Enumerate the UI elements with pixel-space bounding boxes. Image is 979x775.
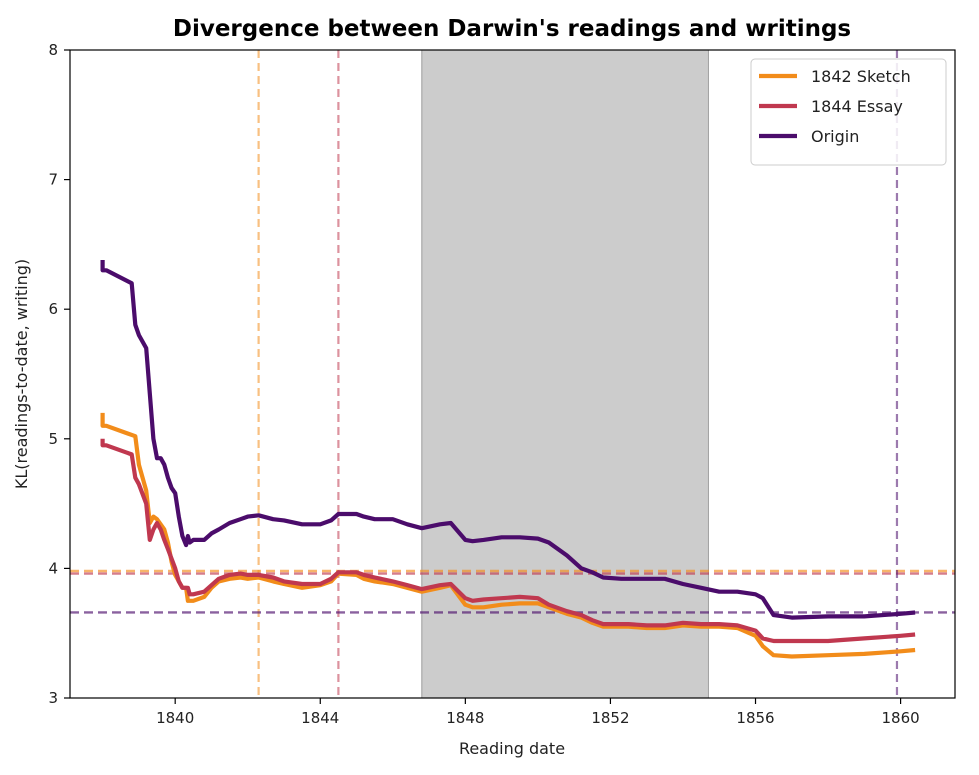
x-tick-label-1848: 1848 xyxy=(446,709,484,727)
series-line-1844-essay xyxy=(100,438,916,644)
x-axis: 1840 1844 1848 1852 1856 1860 xyxy=(156,698,920,727)
x-tick-label-1840: 1840 xyxy=(156,709,194,727)
x-tick-label-1860: 1860 xyxy=(882,709,920,727)
y-tick-label-4: 4 xyxy=(48,559,58,577)
legend: 1842 Sketch 1844 Essay Origin xyxy=(750,58,947,166)
chart-title: Divergence between Darwin's readings and… xyxy=(173,16,851,42)
legend-label-1842-sketch: 1842 Sketch xyxy=(811,67,911,86)
y-tick-label-6: 6 xyxy=(48,300,58,318)
x-tick-label-1856: 1856 xyxy=(736,709,774,727)
y-tick-label-3: 3 xyxy=(48,689,58,707)
y-axis-label: KL(readings-to-date, writing) xyxy=(12,259,31,489)
y-tick-label-5: 5 xyxy=(48,430,58,448)
series-line-origin xyxy=(100,260,916,620)
plot-area xyxy=(70,49,955,699)
x-axis-label: Reading date xyxy=(459,739,565,758)
shaded-region xyxy=(421,49,709,699)
y-axis: 3 4 5 6 7 8 xyxy=(48,41,70,707)
legend-label-1844-essay: 1844 Essay xyxy=(811,97,903,116)
legend-box xyxy=(750,58,947,166)
x-tick-label-1844: 1844 xyxy=(301,709,339,727)
y-tick-label-7: 7 xyxy=(48,171,58,189)
y-tick-label-8: 8 xyxy=(48,41,58,59)
plot-frame xyxy=(69,49,956,699)
x-tick-label-1852: 1852 xyxy=(591,709,629,727)
legend-label-origin: Origin xyxy=(811,127,859,146)
